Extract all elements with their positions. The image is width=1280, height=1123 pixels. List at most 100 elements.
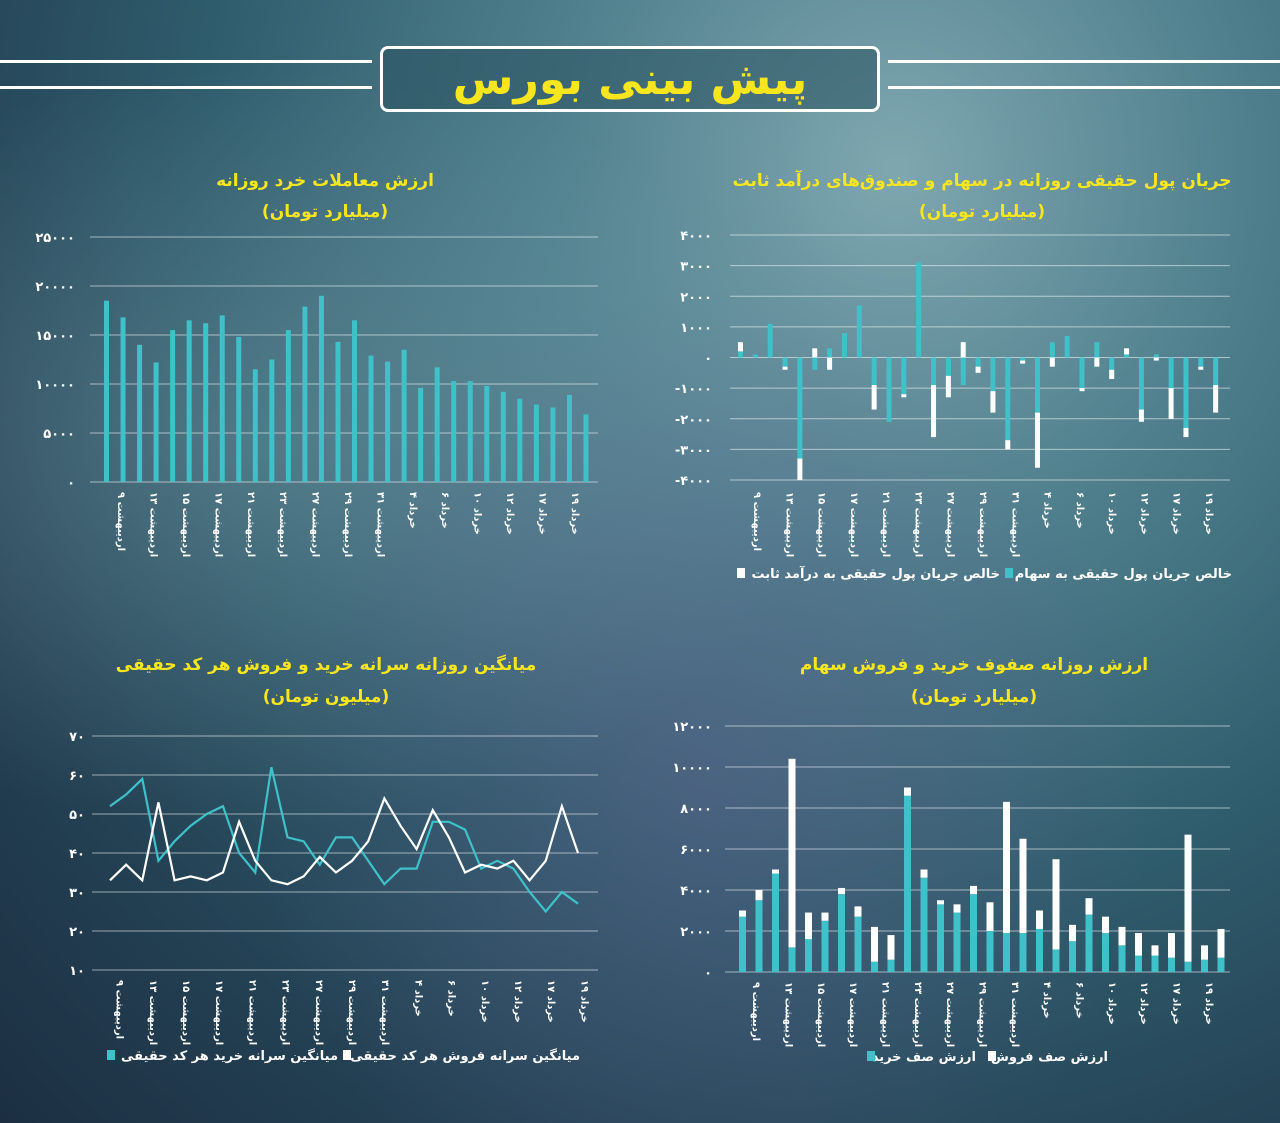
buy-queue-bar — [788, 947, 796, 972]
x-tick-label: اردیبهشت ۹ — [750, 982, 761, 1041]
buy-queue-bar — [953, 912, 961, 972]
x-tick-label: اردیبهشت ۲۹ — [977, 492, 988, 557]
x-tick-label: اردیبهشت ۹ — [114, 980, 125, 1039]
chart-title: ارزش معاملات خرد روزانه — [216, 171, 434, 191]
sell-queue-bar — [838, 887, 845, 895]
chart-title: جریان پول حقیقی روزانه در سهام و صندوق‌ه… — [732, 169, 1231, 191]
y-tick-label: ۵۰ — [69, 808, 85, 823]
sell-queue-bar — [871, 926, 878, 962]
legend-buy-label: میانگین سرانه خرید هر کد حقیقی — [121, 1048, 338, 1064]
retail-bar — [517, 398, 523, 482]
stock-flow-bar — [960, 357, 966, 386]
fixed-income-flow-bar — [812, 348, 818, 358]
fixed-income-flow-bar — [1124, 348, 1130, 355]
x-tick-label: اردیبهشت ۱۵ — [815, 982, 826, 1047]
buy-queue-bar — [871, 961, 878, 972]
sell-queue-bar — [937, 900, 944, 905]
buy-queue-bar — [854, 916, 862, 972]
retail-bar — [120, 317, 126, 482]
fixed-income-flow-bar — [1183, 427, 1189, 438]
fixed-income-flow-bar — [1005, 440, 1011, 450]
sell-queue-bar — [953, 904, 961, 913]
x-tick-label: خرداد ۴ — [1041, 982, 1052, 1019]
stock-flow-bar — [1168, 357, 1174, 389]
x-tick-label: اردیبهشت ۲۳ — [277, 492, 288, 557]
stock-flow-bar — [1005, 357, 1011, 441]
legend-sell-queue-label: ارزش صف فروش — [991, 1050, 1108, 1065]
retail-bar — [352, 320, 357, 482]
x-tick-label: اردیبهشت ۲۹ — [346, 980, 357, 1045]
sell-per-capita-line — [109, 795, 580, 886]
x-tick-label: خرداد ۱۹ — [578, 980, 589, 1023]
x-tick-label: خرداد ۱۷ — [1171, 492, 1182, 535]
sell-queue-bar — [970, 885, 977, 895]
retail-bar — [335, 341, 341, 482]
fixed-income-flow-bar — [1020, 360, 1026, 364]
retail-bar — [550, 407, 556, 482]
x-tick-label: اردیبهشت ۲۹ — [342, 492, 353, 557]
x-tick-label: اردیبهشت ۲۹ — [977, 982, 988, 1047]
retail-bar — [533, 404, 539, 482]
x-tick-label: خرداد ۱۷ — [545, 980, 556, 1023]
y-tick-label: -۱۰۰۰ — [675, 382, 712, 397]
retail-bar — [467, 381, 473, 482]
y-tick-label: ۰ — [704, 966, 712, 981]
sell-queue-bar — [920, 869, 928, 878]
legend-buy-queue-swatch — [867, 1051, 875, 1061]
y-tick-label: ۳۰۰۰ — [680, 260, 712, 275]
x-tick-label: خرداد ۱۰ — [472, 492, 483, 535]
retail-bar — [104, 300, 109, 482]
legend-sell-queue-swatch — [988, 1051, 996, 1061]
buy-queue-bar — [970, 894, 977, 972]
retail-bar — [252, 369, 258, 482]
x-tick-label: اردیبهشت ۱۷ — [848, 492, 859, 557]
x-tick-label: خرداد ۱۰ — [1106, 492, 1117, 535]
buy-queue-bar — [920, 877, 928, 972]
queues-chart: ارزش روزانه صفوف خرید و فروش سهام (میلیا… — [672, 655, 1230, 1065]
x-tick-label: خرداد ۴ — [412, 980, 423, 1017]
y-tick-label: ۱۲۰۰۰ — [672, 720, 712, 735]
page-title-box: پیش بینی بورس — [380, 46, 880, 112]
stock-flow-bar — [1124, 354, 1130, 358]
retail-bar — [170, 330, 176, 482]
x-tick-label: اردیبهشت ۳۱ — [1009, 982, 1020, 1047]
sell-queue-bar — [805, 912, 812, 940]
retail-bar — [484, 385, 490, 482]
x-tick-label: خرداد ۴ — [1042, 492, 1053, 529]
fixed-income-flow-bar — [871, 385, 877, 410]
x-tick-label: اردیبهشت ۲۳ — [280, 980, 291, 1045]
stock-flow-bar — [812, 357, 818, 370]
y-tick-label: -۴۰۰۰ — [675, 474, 712, 489]
fixed-income-flow-bar — [960, 342, 966, 358]
retail-bar — [186, 320, 192, 482]
sell-queue-bar — [1036, 910, 1043, 929]
fixed-income-flow-bar — [827, 357, 833, 370]
x-tick-label: خرداد ۶ — [446, 980, 457, 1017]
x-tick-label: اردیبهشت ۳۱ — [374, 492, 385, 557]
sell-queue-bar — [755, 890, 763, 901]
money-flow-chart: جریان پول حقیقی روزانه در سهام و صندوق‌ه… — [675, 169, 1232, 582]
sell-queue-bar — [1102, 916, 1109, 934]
stock-flow-bar — [1153, 354, 1159, 358]
stock-flow-bar — [945, 357, 951, 376]
x-tick-label: خرداد ۱۰ — [479, 980, 490, 1023]
y-tick-label: ۷۰ — [69, 730, 85, 745]
sell-queue-bar — [1069, 924, 1076, 942]
x-tick-label: اردیبهشت ۲۱ — [880, 492, 891, 557]
chart-subtitle: (میلیارد تومان) — [911, 687, 1037, 707]
sell-queue-bar — [1151, 945, 1159, 956]
retail-bar — [153, 362, 159, 482]
sell-queue-bar — [1052, 859, 1060, 950]
sell-queue-bar — [904, 787, 911, 796]
y-tick-label: ۱۰۰۰۰ — [672, 761, 712, 776]
stock-flow-bar — [841, 333, 847, 358]
legend-fixed-income-swatch — [737, 568, 745, 578]
buy-queue-bar — [1019, 933, 1027, 972]
retail-bar — [219, 315, 225, 482]
fixed-income-flow-bar — [1094, 357, 1100, 367]
chart-subtitle: (میلیون تومان) — [263, 687, 389, 707]
sell-queue-bar — [1201, 945, 1208, 960]
y-tick-label: ۵۰۰۰ — [43, 427, 75, 442]
legend-sell-label: میانگین سرانه فروش هر کد حقیقی — [350, 1048, 580, 1064]
header-rule-right-1 — [888, 60, 1280, 63]
